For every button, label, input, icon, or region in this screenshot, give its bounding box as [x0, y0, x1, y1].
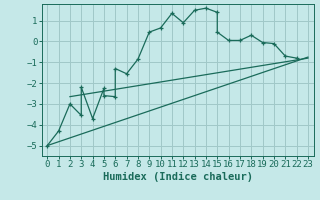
X-axis label: Humidex (Indice chaleur): Humidex (Indice chaleur): [103, 172, 252, 182]
